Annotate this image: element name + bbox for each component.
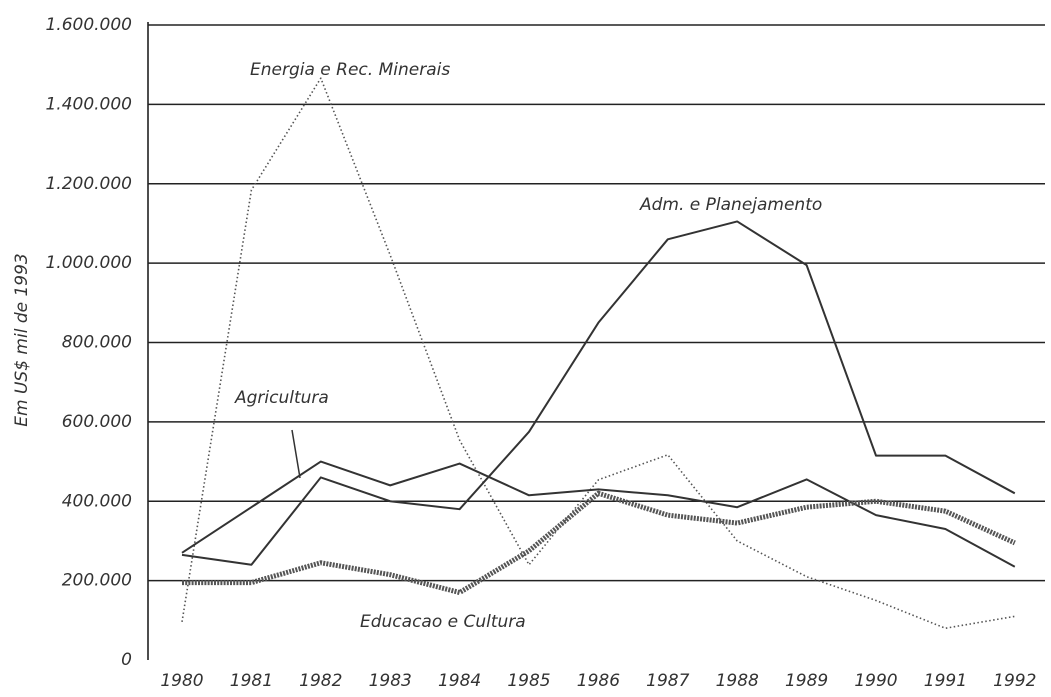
series-label: Energia e Rec. Minerais (250, 60, 450, 80)
x-tick-label: 1983 (369, 671, 412, 691)
x-tick-label: 1989 (785, 671, 828, 691)
y-tick-label: 600.000 (62, 412, 132, 432)
y-tick-label: 1.000.000 (45, 253, 132, 273)
y-tick-label: 1.600.000 (45, 15, 132, 35)
y-axis-label: Em US$ mil de 1993 (12, 253, 32, 427)
series-label: Educacao e Cultura (360, 612, 526, 632)
x-tick-label: 1987 (646, 671, 689, 691)
x-tick-label: 1992 (993, 671, 1036, 691)
y-tick-label: 1.200.000 (45, 174, 132, 194)
x-tick-label: 1988 (716, 671, 759, 691)
series-line (182, 490, 1016, 596)
leader-line (291, 429, 301, 479)
series-line (181, 460, 1016, 568)
series-label: Agricultura (234, 388, 329, 408)
x-tick-label: 1990 (854, 671, 897, 691)
y-tick-label: 1.400.000 (45, 94, 132, 114)
x-tick-label: 1986 (577, 671, 620, 691)
y-tick-label: 0 (121, 650, 132, 670)
series-label: Adm. e Planejamento (639, 195, 822, 215)
x-tick-label: 1991 (924, 671, 967, 691)
series-line (181, 220, 1016, 566)
y-tick-label: 800.000 (62, 333, 132, 353)
x-tick-label: 1981 (230, 671, 273, 691)
x-tick-label: 1985 (507, 671, 550, 691)
y-tick-label: 400.000 (62, 491, 132, 511)
x-tick-label: 1980 (160, 671, 203, 691)
x-tick-label: 1982 (299, 671, 342, 691)
series-line (181, 77, 1015, 630)
x-tick-label: 1984 (438, 671, 481, 691)
y-tick-label: 200.000 (62, 571, 132, 591)
